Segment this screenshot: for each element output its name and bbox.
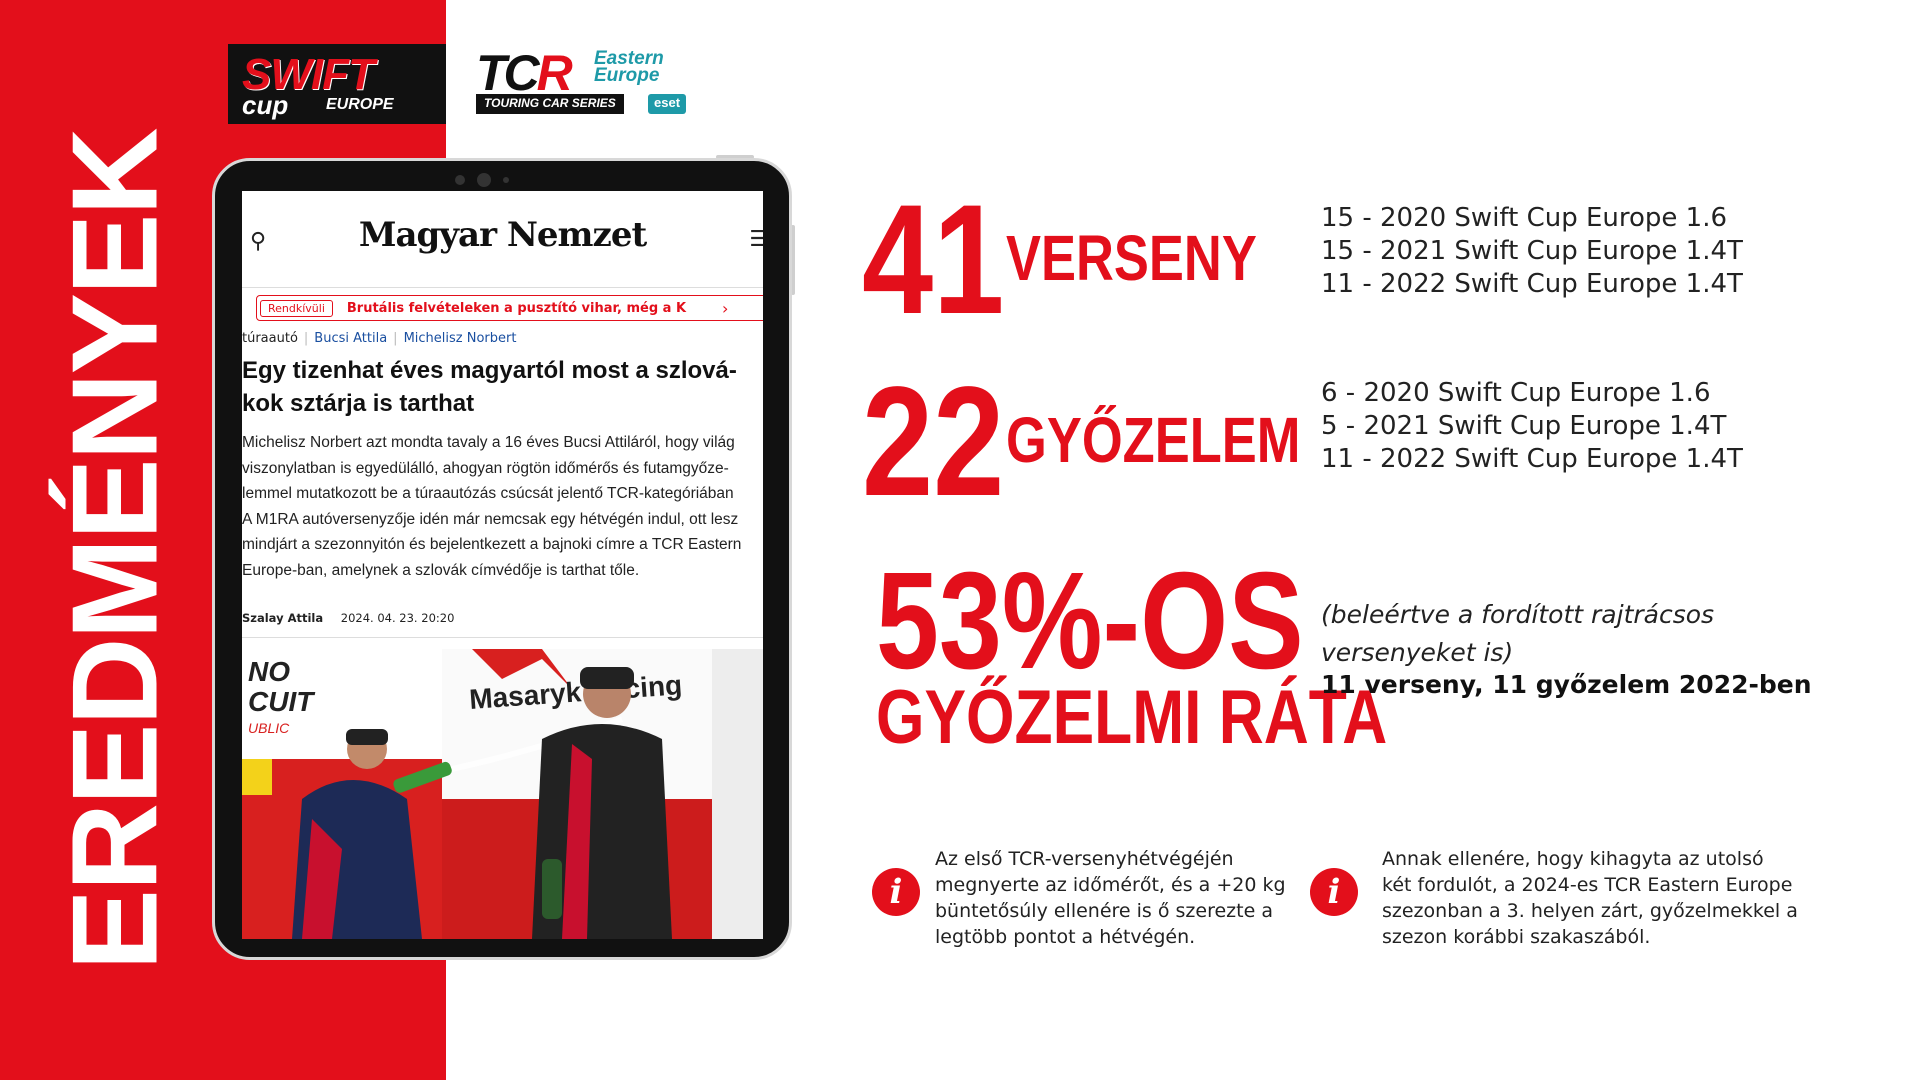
swift-logo-word: SWIFT: [242, 50, 375, 99]
article-headline[interactable]: Egy tizenhat éves magyartól most a szlov…: [242, 357, 737, 417]
publication-logo[interactable]: Magyar Nemzet: [358, 215, 647, 255]
svg-text:UBLIC: UBLIC: [248, 720, 290, 736]
tcr-logo-mark: TCR: [476, 45, 573, 101]
news-article-screenshot: ⚲ Magyar Nemzet ☰ Rendkívüli Brutális fe…: [242, 191, 763, 939]
breaking-text: Brutális felvételeken a pusztító vihar, …: [346, 300, 687, 316]
tablet-sensor: [455, 175, 465, 185]
detail-line: 5 - 2021 Swift Cup Europe 1.4T: [1321, 411, 1727, 441]
article-lead: Michelisz Norbert azt mondta tavaly a 16…: [242, 430, 763, 583]
podium-photo-illustration: NO CUIT UBLIC Masaryk Racing: [242, 649, 763, 939]
tag-category[interactable]: túraautó: [242, 331, 298, 346]
detail-line: 6 - 2020 Swift Cup Europe 1.6: [1321, 378, 1711, 408]
stat-winrate-summary: 11 verseny, 11 győzelem 2022-ben: [1321, 670, 1812, 699]
info-icon: i: [872, 868, 920, 916]
info-line: legtöbb pontot a hétvégén.: [935, 926, 1196, 948]
stat-races-label: VERSENY: [1006, 222, 1257, 294]
tcr-logo-series: TOURING CAR SERIES: [476, 94, 624, 114]
tag-link[interactable]: Bucsi Attila: [314, 331, 388, 346]
author-name[interactable]: Szalay Attila: [242, 611, 324, 625]
tcr-eastern-europe-logo: TCR Eastern Europe TOURING CAR SERIES ese…: [476, 45, 706, 116]
breaking-news-bar[interactable]: Rendkívüli Brutális felvételeken a puszt…: [256, 295, 763, 321]
stat-winrate-number: 53%-OS: [876, 544, 1304, 698]
lead-line: mindjárt a szezonnyitón és bejelentkezet…: [242, 536, 742, 553]
info-line: Annak ellenére, hogy kihagyta az utolsó: [1382, 848, 1764, 870]
info-line: szezonban a 3. helyen zárt, győzelmekkel…: [1382, 900, 1798, 922]
stat-races-number: 41: [862, 173, 1005, 347]
stat-wins-label: GYŐZELEM: [1006, 404, 1301, 476]
detail-line: 11 - 2022 Swift Cup Europe 1.4T: [1321, 269, 1743, 299]
lead-line: viszonylatban is egyedülálló, ahogyan rö…: [242, 459, 729, 477]
svg-text:NO: NO: [248, 656, 290, 687]
sidebar-title-text: EREDMÉNYEK: [46, 129, 183, 971]
swift-cup-europe-logo: SWIFT cup EUROPE: [228, 44, 446, 124]
article-byline: Szalay Attila 2024. 04. 23. 20:20: [242, 611, 454, 625]
swift-logo-europe: EUROPE: [326, 96, 394, 113]
info-icon: i: [1310, 868, 1358, 916]
info-line: szezon korábbi szakaszából.: [1382, 926, 1651, 948]
publish-date: 2024. 04. 23. 20:20: [340, 611, 455, 625]
divider: [242, 637, 763, 638]
note-line: versenyeket is): [1321, 638, 1514, 667]
article-tags: túraautó | Bucsi Attila | Michelisz Norbert: [242, 331, 517, 346]
swift-logo-cup: cup: [242, 90, 289, 120]
article-site-header: ⚲ Magyar Nemzet ☰: [242, 191, 763, 288]
tcr-logo-region: Eastern Europe: [594, 48, 664, 86]
eset-sponsor-badge: eset: [648, 94, 687, 114]
podium-photo: NO CUIT UBLIC Masaryk Racing: [242, 649, 763, 939]
info-line: két fordulót, a 2024-es TCR Eastern Euro…: [1382, 874, 1793, 896]
stat-winrate-note: (beleértve a fordított rajtrácsos versen…: [1321, 596, 1714, 672]
chevron-right-icon[interactable]: ›: [722, 298, 729, 318]
info-line: megnyerte az időmérőt, és a +20 kg: [935, 874, 1286, 896]
tablet-frame: ⚲ Magyar Nemzet ☰ Rendkívüli Brutális fe…: [212, 158, 792, 960]
tablet-light-sensor: [503, 177, 509, 183]
detail-line: 15 - 2021 Swift Cup Europe 1.4T: [1321, 236, 1743, 266]
lead-line: lemmel mutatkozott be a túraautózás csúc…: [242, 485, 734, 502]
lead-line: Europe-ban, amelynek a szlovák címvédője…: [242, 561, 640, 579]
menu-icon[interactable]: ☰: [749, 227, 763, 252]
tag-link[interactable]: Michelisz Norbert: [403, 331, 517, 346]
info-line: Az első TCR-versenyhétvégéjén: [935, 848, 1234, 870]
lead-line: A M1RA autóversenyzője idén már nemcsak …: [242, 510, 739, 528]
info-note-season-result: Annak ellenére, hogy kihagyta az utolsó …: [1382, 846, 1798, 950]
search-icon[interactable]: ⚲: [250, 229, 267, 254]
stat-races-details: 15 - 2020 Swift Cup Europe 1.6 15 - 2021…: [1321, 202, 1743, 301]
detail-line: 11 - 2022 Swift Cup Europe 1.4T: [1321, 444, 1743, 474]
tablet-side-button: [791, 225, 795, 295]
breaking-tag: Rendkívüli: [260, 299, 333, 317]
tablet-top-button: [716, 155, 754, 159]
stat-wins-number: 22: [862, 355, 1005, 529]
info-note-first-weekend: Az első TCR-versenyhétvégéjén megnyerte …: [935, 846, 1286, 950]
lead-line: Michelisz Norbert azt mondta tavaly a 16…: [242, 434, 735, 451]
tablet-camera: [477, 173, 491, 187]
stat-wins-details: 6 - 2020 Swift Cup Europe 1.6 5 - 2021 S…: [1321, 377, 1743, 476]
note-line: (beleértve a fordított rajtrácsos: [1321, 600, 1715, 629]
stat-winrate-label: GYŐZELMI RÁTA: [876, 675, 1388, 760]
svg-text:CUIT: CUIT: [248, 686, 316, 717]
detail-line: 15 - 2020 Swift Cup Europe 1.6: [1321, 203, 1728, 233]
info-line: büntetősúly ellenére is ő szerezte a: [935, 900, 1273, 922]
sidebar-title: EREDMÉNYEK: [46, 130, 182, 971]
